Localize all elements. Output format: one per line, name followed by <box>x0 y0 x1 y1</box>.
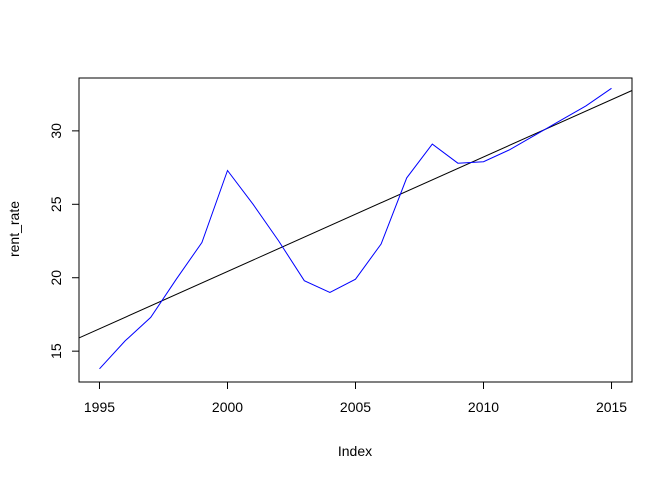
y-axis: 15 20 25 30 <box>48 123 79 359</box>
x-axis: 1995 2000 2005 2010 2015 <box>84 382 627 415</box>
y-tick-label: 20 <box>48 270 64 286</box>
trend-line <box>78 90 633 339</box>
plot-box <box>78 77 633 383</box>
x-tick-label: 1995 <box>84 399 115 415</box>
x-tick-label: 2000 <box>212 399 243 415</box>
y-tick-label: 30 <box>48 123 64 139</box>
x-tick-label: 2005 <box>340 399 371 415</box>
x-tick-label: 2010 <box>468 399 499 415</box>
y-axis-label: rent_rate <box>6 201 22 257</box>
series-line <box>99 87 612 370</box>
series-layer <box>78 87 633 370</box>
x-axis-label: Index <box>338 443 372 459</box>
y-tick-label: 25 <box>48 196 64 212</box>
y-tick-label: 15 <box>48 343 64 359</box>
x-tick-label: 2015 <box>596 399 627 415</box>
